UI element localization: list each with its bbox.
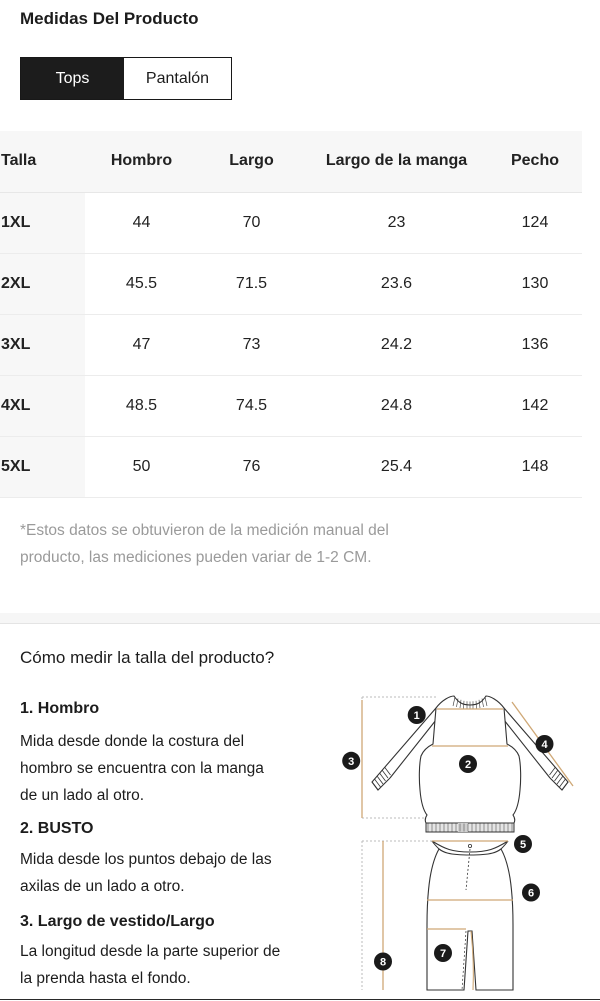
svg-text:3: 3 bbox=[348, 756, 354, 768]
svg-text:6: 6 bbox=[528, 888, 534, 900]
svg-text:2: 2 bbox=[465, 759, 471, 771]
svg-text:1: 1 bbox=[414, 710, 420, 722]
svg-text:4: 4 bbox=[541, 739, 548, 751]
svg-text:5: 5 bbox=[520, 839, 526, 851]
svg-text:7: 7 bbox=[440, 948, 446, 960]
